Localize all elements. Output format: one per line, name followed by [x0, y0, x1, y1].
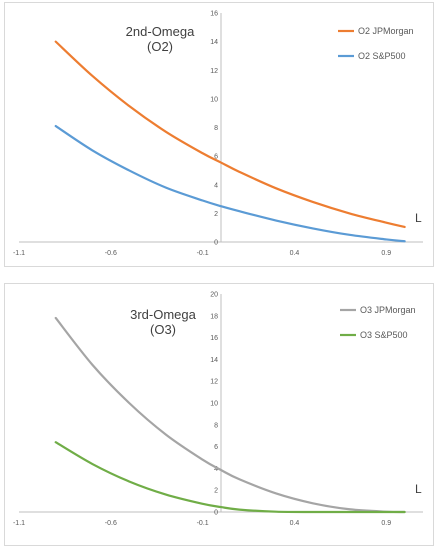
omega3-series-line-o3-s-p500: [54, 441, 406, 514]
omega2-x-tick-label: 0.9: [381, 250, 391, 257]
omega2-legend-label-o2-s-p500: O2 S&P500: [358, 51, 406, 61]
omega2-y-tick-label: 0: [214, 240, 218, 247]
omega2-y-tick-label: 12: [210, 68, 218, 75]
omega3-chart-panel: -1.1 -0.6 -0.1 0.4 0.9 0 2 4 6 8 10 12 14 16 18 20 3rd-O…: [4, 283, 434, 546]
omega2-x-tick-label: 0.4: [290, 250, 300, 257]
omega3-y-tick-label: 20: [210, 292, 218, 299]
omega3-x-tick-label: 0.9: [381, 520, 391, 527]
omega3-y-tick-label: 16: [210, 335, 218, 342]
omega3-x-axis-label: L: [415, 482, 422, 496]
omega2-chart-panel: -1.1 -0.6 -0.1 0.4 0.9 0 2 4 6 8 10 12 14 16 2nd-Omega…: [4, 2, 434, 267]
omega3-x-tick-label: -0.1: [197, 520, 209, 527]
omega2-chart-title-line: (O2): [147, 39, 173, 54]
omega3-legend-label-o3-jpmorgan: O3 JPMorgan: [360, 305, 416, 315]
omega2-x-tick-label: -0.6: [105, 250, 117, 257]
omega3-y-tick-label: 4: [214, 466, 218, 473]
omega2-y-tick-label: 16: [210, 11, 218, 18]
omega2-chart-svg: -1.1 -0.6 -0.1 0.4 0.9 0 2 4 6 8 10 12 14 16 2nd-Omega…: [13, 11, 423, 257]
omega3-x-tick-label: 0.4: [290, 520, 300, 527]
omega3-y-tick-label: 6: [214, 444, 218, 451]
omega2-chart-title-line: 2nd-Omega: [126, 24, 195, 39]
omega3-y-tick-label: 14: [210, 357, 218, 364]
omega2-legend-label-o2-jpmorgan: O2 JPMorgan: [358, 26, 414, 36]
omega3-legend-label-o3-s-p500: O3 S&P500: [360, 330, 408, 340]
omega3-x-tick-label: -0.6: [105, 520, 117, 527]
omega2-y-tick-label: 2: [214, 211, 218, 218]
omega3-y-tick-label: 18: [210, 313, 218, 320]
omega2-series-line-o2-s-p500: [54, 124, 406, 243]
omega2-y-tick-label: 6: [214, 154, 218, 161]
omega2-y-tick-label: 10: [210, 96, 218, 103]
omega2-series-line-o2-jpmorgan: [54, 40, 406, 229]
omega2-y-tick-label: 14: [210, 39, 218, 46]
omega2-y-tick-label: 4: [214, 182, 218, 189]
omega3-y-tick-label: 0: [214, 510, 218, 517]
omega3-chart-svg: -1.1 -0.6 -0.1 0.4 0.9 0 2 4 6 8 10 12 14 16 18 20 3rd-O…: [13, 292, 423, 527]
omega2-x-tick-label: -0.1: [197, 250, 209, 257]
omega3-chart-title-line: 3rd-Omega: [130, 307, 197, 322]
omega2-y-tick-label: 8: [214, 125, 218, 132]
omega3-x-tick-label: -1.1: [13, 520, 25, 527]
omega3-y-tick-label: 12: [210, 379, 218, 386]
omega3-chart-title-line: (O3): [150, 322, 176, 337]
omega2-x-tick-label: -1.1: [13, 250, 25, 257]
omega3-y-tick-label: 2: [214, 488, 218, 495]
omega3-y-tick-label: 8: [214, 422, 218, 429]
omega3-y-tick-label: 10: [210, 401, 218, 408]
omega2-x-axis-label: L: [415, 211, 422, 225]
omega3-series-line-o3-jpmorgan: [54, 316, 406, 514]
